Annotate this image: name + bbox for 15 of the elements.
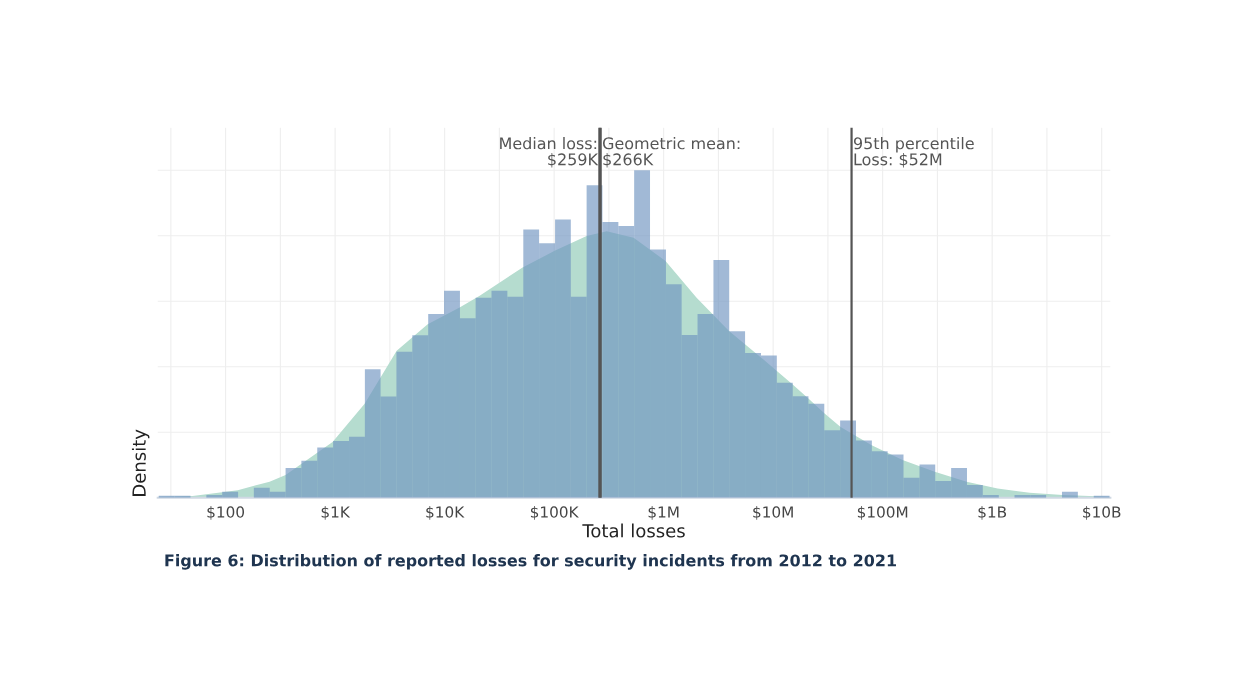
ref-line-label: Geometric mean: $266K — [602, 136, 740, 168]
caption: Figure 6: Distribution of reported losses for security incidents from 2012 to 2021 — [165, 554, 896, 570]
ref-line-label: 95th percentile Loss: $52M — [853, 136, 974, 168]
x-tick-label: $10M — [753, 506, 793, 520]
ref-line-label: Median loss: $259K — [500, 136, 599, 168]
x-tick-label: $10K — [426, 506, 465, 520]
y-axis-title: Density — [131, 429, 150, 496]
x-tick-label: $1B — [978, 506, 1007, 520]
x-axis-title: Total losses — [582, 523, 685, 538]
x-tick-label: $1K — [321, 506, 351, 520]
x-tick-label: $100K — [530, 506, 579, 520]
x-tick-label: $100 — [207, 506, 245, 520]
x-tick-label: $10B — [1083, 506, 1121, 520]
x-tick-label: $1M — [648, 506, 679, 520]
x-tick-label: $100M — [857, 506, 908, 520]
